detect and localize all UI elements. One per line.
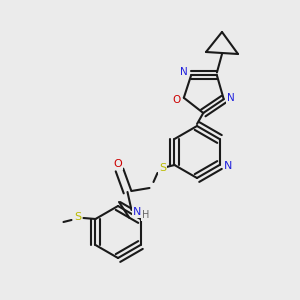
Text: N: N xyxy=(224,161,233,171)
Text: S: S xyxy=(74,212,81,222)
Text: O: O xyxy=(173,95,181,105)
Text: N: N xyxy=(133,207,142,217)
Text: S: S xyxy=(159,163,166,173)
Text: N: N xyxy=(180,68,188,77)
Text: H: H xyxy=(142,210,149,220)
Text: N: N xyxy=(227,93,235,103)
Text: O: O xyxy=(113,159,122,169)
